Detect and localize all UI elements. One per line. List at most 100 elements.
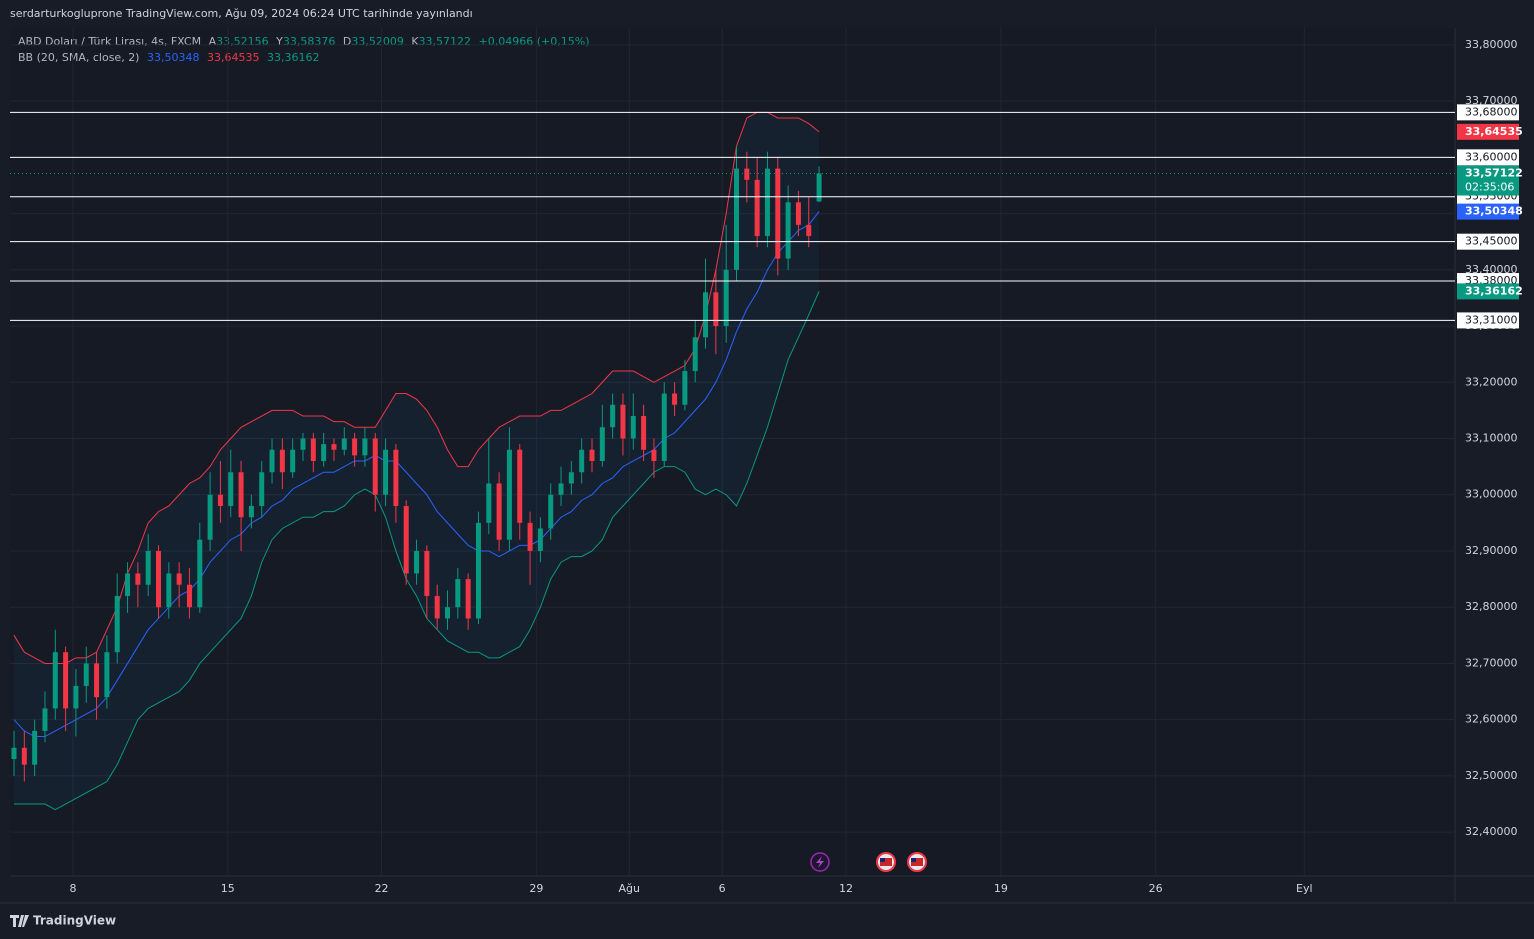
- candle-body: [506, 449, 512, 540]
- candle-body: [785, 202, 791, 259]
- candle-body: [795, 202, 801, 225]
- candle-body: [32, 730, 38, 765]
- candle-body: [42, 708, 48, 731]
- legend-bb: BB (20, SMA, close, 2) 33,50348 33,64535…: [18, 51, 319, 64]
- candle-body: [403, 505, 409, 574]
- band-fill: [14, 112, 820, 810]
- flag: [880, 858, 892, 866]
- value: 33,50348: [147, 51, 200, 64]
- candle-body: [455, 579, 461, 608]
- candle-body: [125, 573, 131, 596]
- candle-body: [661, 393, 667, 461]
- y-tick-label: 33,70000: [1465, 94, 1518, 107]
- candle-body: [135, 573, 141, 585]
- candle-body: [723, 269, 729, 327]
- candle-body: [548, 494, 554, 529]
- candle-body: [641, 416, 647, 450]
- candle-body: [703, 292, 709, 338]
- candle-body: [207, 494, 213, 540]
- price-label-box: [1457, 203, 1519, 220]
- candle-body: [754, 179, 760, 237]
- y-tick-label: 32,90000: [1465, 544, 1518, 557]
- value: 33,52156: [216, 35, 269, 48]
- candle-body: [362, 438, 368, 456]
- x-tick-label: 26: [1149, 882, 1163, 895]
- candle-body: [300, 438, 306, 450]
- candle-body: [156, 550, 161, 608]
- candle-body: [465, 579, 471, 619]
- event-glyph: [816, 856, 824, 868]
- candle-body: [73, 685, 79, 709]
- candle-body: [383, 449, 389, 495]
- y-tick-label: 32,70000: [1465, 656, 1518, 669]
- candle-body: [734, 168, 739, 270]
- candle-body: [414, 550, 420, 574]
- legend-ohlc: ABD Doları / Türk Lirası, 4s, FXCM A33,5…: [18, 35, 590, 48]
- x-tick-label: 15: [221, 882, 235, 895]
- candle-body: [568, 472, 574, 484]
- value: 33,58376: [283, 35, 336, 48]
- y-tick-label: 32,60000: [1465, 713, 1518, 726]
- candle-body: [166, 573, 172, 608]
- candle-body: [372, 438, 378, 495]
- band-line: [13, 211, 820, 738]
- countdown: 02:35:06: [1465, 181, 1514, 194]
- candle-body: [496, 483, 502, 540]
- candle-body: [279, 449, 285, 473]
- key: A: [209, 35, 217, 48]
- event-icons: [810, 852, 927, 872]
- candle-body: [630, 416, 636, 439]
- hline-label: 33,31000: [1465, 313, 1518, 326]
- key: Y: [275, 35, 283, 48]
- candle-body: [197, 539, 203, 608]
- candle-body: [310, 438, 316, 461]
- candle-body: [269, 449, 275, 473]
- value: 33,57122: [419, 35, 472, 48]
- x-tick-label: 22: [375, 882, 389, 895]
- candle-body: [692, 337, 698, 372]
- candle-body: [352, 438, 358, 456]
- hline-label: 33,45000: [1465, 235, 1518, 248]
- brand: TradingView: [33, 914, 116, 928]
- price-label-box: [1457, 283, 1519, 300]
- y-tick-label: 33,80000: [1465, 38, 1518, 51]
- candle-body: [393, 449, 399, 506]
- x-tick-label: 29: [529, 882, 543, 895]
- key: K: [411, 35, 419, 48]
- change: +0,04966 (+0,15%): [479, 35, 590, 48]
- candle-body: [341, 438, 347, 450]
- candle-body: [63, 652, 69, 709]
- hline-label-box: [1457, 312, 1519, 329]
- candle-body: [94, 663, 100, 698]
- hline-label: 33,68000: [1465, 105, 1518, 118]
- candle-body: [775, 168, 781, 259]
- candle-body: [434, 595, 440, 619]
- band-line: [14, 291, 820, 811]
- candle-body: [527, 522, 533, 551]
- candle-body: [558, 483, 564, 495]
- x-tick-label: Eyl: [1296, 882, 1313, 895]
- candle-body: [83, 663, 89, 686]
- candle-body: [610, 404, 616, 428]
- y-tick-label: 33,20000: [1465, 375, 1518, 388]
- plot: 32,40000 32,50000 32,60000 32,70000 32,80000…: [10, 28, 1523, 895]
- candle-body: [651, 449, 657, 461]
- hline-label-box: [1457, 104, 1519, 121]
- indicator: BB (20, SMA, close, 2): [18, 51, 139, 64]
- x-tick-label: 6: [719, 882, 726, 895]
- logo: [10, 915, 29, 927]
- key: D: [343, 35, 351, 48]
- candle-body: [290, 449, 296, 473]
- header: serdarturkogluprone TradingView.com, Ağu…: [10, 7, 473, 20]
- hline-label-box: [1457, 233, 1519, 250]
- candle-body: [682, 371, 688, 405]
- candle-body: [331, 444, 337, 450]
- candle-body: [238, 472, 244, 518]
- y-tick-label: 33,10000: [1465, 432, 1518, 445]
- candle-body: [764, 168, 770, 237]
- flag: [911, 858, 916, 862]
- candle-body: [217, 494, 223, 506]
- value: 33,36162: [267, 51, 320, 64]
- candle-body: [424, 550, 430, 596]
